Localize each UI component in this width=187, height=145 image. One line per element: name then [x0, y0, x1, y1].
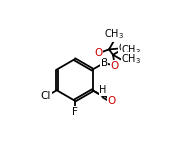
Text: O: O	[107, 96, 116, 106]
Text: CH$_3$: CH$_3$	[119, 42, 139, 56]
Text: Cl: Cl	[41, 91, 51, 101]
Text: O: O	[111, 61, 119, 71]
Text: F: F	[72, 107, 78, 117]
Text: B: B	[101, 58, 108, 68]
Text: CH$_3$: CH$_3$	[121, 43, 141, 57]
Text: O: O	[94, 48, 103, 58]
Text: H: H	[99, 85, 107, 95]
Text: CH$_3$: CH$_3$	[104, 27, 124, 41]
Text: CH$_3$: CH$_3$	[121, 53, 141, 66]
